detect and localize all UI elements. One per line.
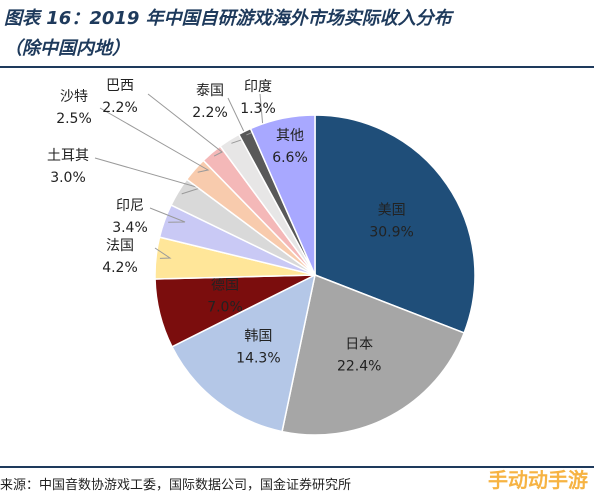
slice-label-8: 巴西: [106, 78, 134, 94]
leader-line-4: [154, 247, 172, 259]
pie-slice-11: [249, 114, 316, 276]
slice-value-8: 2.2%: [102, 100, 138, 116]
slice-label-11: 其他: [276, 128, 304, 144]
slice-label-3: 德国: [211, 278, 239, 294]
slice-label-7: 沙特: [60, 89, 88, 105]
pie-slice-1: [281, 273, 466, 436]
slice-value-10: 1.3%: [240, 101, 276, 117]
pie-slice-0: [314, 114, 476, 334]
slice-value-3: 7.0%: [207, 300, 243, 316]
chart-title: 图表 16：2019 年中国自研游戏海外市场实际收入分布: [4, 8, 452, 29]
pie-slice-2: [170, 273, 317, 433]
title-divider: [0, 66, 594, 68]
slice-value-7: 2.5%: [56, 111, 92, 127]
leader-line-7: [99, 107, 210, 173]
slice-value-11: 6.6%: [272, 150, 308, 166]
leader-line-5: [149, 207, 186, 223]
source-divider: [0, 466, 594, 468]
slice-value-0: 30.9%: [369, 225, 413, 241]
slice-label-0: 美国: [378, 203, 406, 219]
watermark-logo: 手动动手游: [488, 468, 588, 492]
slice-label-1: 日本: [345, 337, 373, 353]
slice-label-5: 印尼: [116, 198, 144, 214]
leader-line-8: [147, 93, 223, 157]
slice-label-10: 印度: [244, 79, 272, 95]
slice-value-2: 14.3%: [236, 351, 280, 367]
slice-label-6: 土耳其: [47, 148, 89, 164]
slice-value-6: 3.0%: [50, 170, 86, 186]
slice-label-9: 泰国: [196, 83, 224, 99]
source-note: 来源：中国音数协游戏工委，国际数据公司，国金证券研究所: [0, 478, 352, 493]
slice-value-5: 3.4%: [112, 220, 148, 236]
slice-label-2: 韩国: [244, 329, 272, 345]
slice-label-4: 法国: [106, 238, 134, 254]
chart-subtitle: （除中国内地）: [4, 38, 130, 59]
slice-value-9: 2.2%: [192, 105, 228, 121]
slice-value-4: 4.2%: [102, 260, 138, 276]
slice-value-1: 22.4%: [337, 359, 381, 375]
